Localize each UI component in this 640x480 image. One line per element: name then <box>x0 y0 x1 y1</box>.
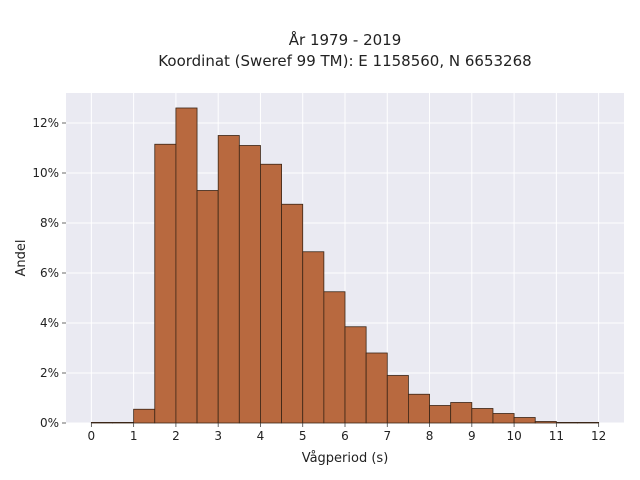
histogram-bar <box>429 405 452 424</box>
histogram-bar <box>386 375 409 424</box>
x-axis-label: Vågperiod (s) <box>302 451 389 466</box>
x-tick-label: 2 <box>172 429 180 443</box>
chart-subtitle: Koordinat (Sweref 99 TM): E 1158560, N 6… <box>158 52 531 70</box>
histogram-bar <box>112 421 135 424</box>
x-tick-label: 3 <box>214 429 222 443</box>
x-tick-label: 4 <box>257 429 265 443</box>
x-tick-label: 11 <box>549 429 564 443</box>
y-tick-label: 8% <box>40 216 59 230</box>
x-tick-label: 7 <box>383 429 391 443</box>
y-tick-label: 10% <box>32 166 59 180</box>
histogram-bar <box>534 421 557 424</box>
x-tick-label: 8 <box>426 429 434 443</box>
x-tick-label: 6 <box>341 429 349 443</box>
x-axis-ticks: 0 1 2 3 4 5 6 7 8 9 10 11 12 <box>88 423 606 443</box>
histogram-bar <box>90 421 113 424</box>
histogram-bar <box>238 145 261 424</box>
x-tick-label: 5 <box>299 429 307 443</box>
histogram-bar <box>133 408 156 424</box>
histogram-bar <box>365 352 388 424</box>
x-tick-label: 10 <box>506 429 521 443</box>
x-tick-label: 12 <box>591 429 606 443</box>
histogram-bar <box>175 107 198 424</box>
histogram-bar <box>450 402 473 424</box>
bars <box>90 107 600 424</box>
y-tick-label: 0% <box>40 416 59 430</box>
histogram-bar <box>577 421 600 424</box>
y-tick-label: 4% <box>40 316 59 330</box>
histogram-bar <box>344 326 367 424</box>
histogram-bar <box>260 163 282 424</box>
histogram-bar <box>154 143 177 424</box>
x-tick-label: 0 <box>88 429 96 443</box>
histogram-bar <box>302 251 325 424</box>
x-tick-label: 9 <box>468 429 476 443</box>
y-tick-label: 2% <box>40 366 59 380</box>
histogram-bar <box>323 291 346 424</box>
x-tick-label: 1 <box>130 429 138 443</box>
y-tick-label: 12% <box>32 116 59 130</box>
histogram-bar <box>281 203 304 424</box>
y-axis-label: Andel <box>14 240 29 277</box>
histogram-bar <box>513 417 536 424</box>
histogram-bar <box>217 135 240 424</box>
histogram-bar <box>492 413 515 424</box>
histogram-bar <box>408 393 430 424</box>
histogram-bar <box>555 421 578 424</box>
histogram-bar <box>471 408 494 424</box>
chart-title: År 1979 - 2019 <box>289 30 402 49</box>
histogram-bar <box>196 190 219 424</box>
y-tick-label: 6% <box>40 266 59 280</box>
y-axis-ticks: 0% 2% 4% 6% 8% 10% 12% <box>32 116 66 430</box>
